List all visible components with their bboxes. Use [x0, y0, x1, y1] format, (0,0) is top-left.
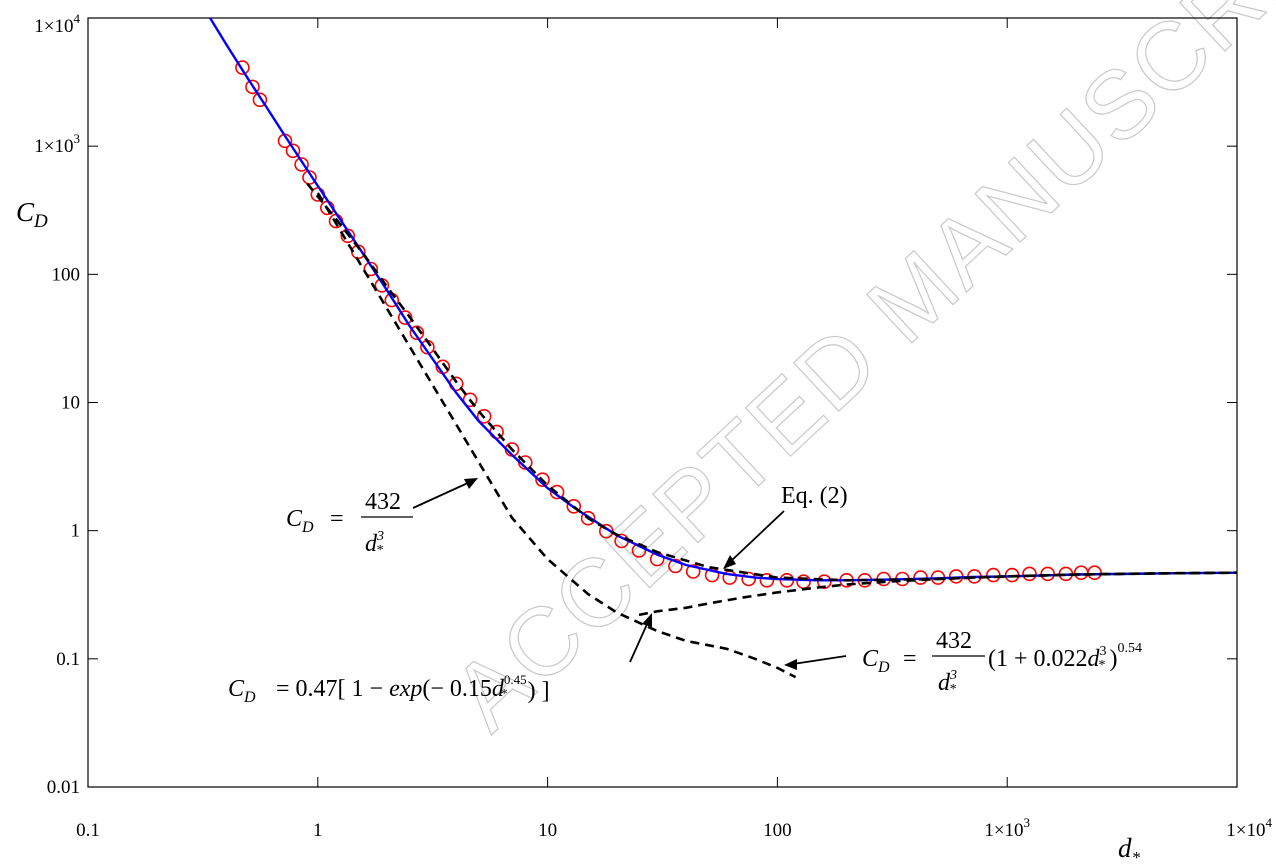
svg-text:CD: CD [286, 506, 314, 536]
annotation-arrow [629, 621, 649, 663]
data-point [985, 567, 1001, 583]
y-tick-label: 1×104 [34, 11, 80, 37]
data-point [1087, 565, 1102, 581]
data-marks [209, 18, 1237, 679]
data-point [685, 564, 701, 579]
y-tick-label: 0.1 [56, 649, 80, 670]
data-point [668, 558, 683, 574]
annotation-eq-simple: CD = 432 d3 * [286, 478, 478, 558]
svg-text:Eq. (2): Eq. (2) [781, 483, 848, 509]
x-tick-label: 10 [538, 820, 557, 841]
data-point [476, 408, 492, 424]
y-tick-label: 10 [61, 393, 80, 414]
data-point [759, 572, 775, 588]
annotation-arrow [792, 655, 847, 665]
x-tick-label: 0.1 [76, 820, 100, 841]
data-point [409, 325, 425, 341]
svg-text:CD: CD [862, 646, 890, 676]
data-point [363, 261, 379, 277]
tick-marks [87, 17, 1238, 788]
annotation-eq-full: CD = 432 d3 * (1 + 0.022d3 *)0.54 [784, 628, 1142, 697]
data-point [566, 498, 582, 514]
svg-text:432: 432 [365, 489, 401, 515]
watermark-text: ACCEPTED MANUSCRIPT [433, 0, 1276, 751]
annotation-eq-exp: CD = 0.47[ 1 − exp(− 0.15d0.45 *) ] [228, 613, 652, 706]
svg-text:(1 + 0.022d3*)0.54: (1 + 0.022d3 *)0.54 [988, 641, 1142, 673]
x-tick-label: 1×103 [984, 815, 1030, 841]
y-axis-title: CD [16, 197, 48, 232]
data-point [235, 60, 250, 75]
x-tick-label: 1×104 [1226, 815, 1272, 841]
data-point [741, 571, 757, 587]
svg-text:432: 432 [936, 628, 972, 654]
annotation-arrow [729, 510, 785, 563]
svg-text:=: = [330, 506, 344, 532]
data-point [285, 143, 301, 159]
svg-text:=: = [903, 646, 917, 672]
x-tick-label: 100 [763, 820, 792, 841]
y-tick-label: 1 [71, 521, 81, 542]
series-dashed-line [306, 182, 1237, 582]
data-point [580, 510, 596, 526]
data-point [1022, 566, 1037, 582]
y-tick-label: 0.01 [47, 777, 80, 798]
svg-text:CD: CD [228, 676, 256, 706]
data-point [1073, 565, 1089, 581]
annotation-arrow [412, 481, 471, 509]
y-tick-label: 1×103 [34, 131, 80, 157]
series-dashed-line [316, 192, 797, 679]
data-point [1040, 566, 1055, 582]
data-point [462, 392, 478, 408]
data-point [816, 574, 832, 590]
svg-text:d3*: d3 * [365, 529, 384, 558]
data-point [549, 484, 565, 500]
svg-text:= 0.47[ 1 − exp(− 0.15d0.45*): = 0.47[ 1 − exp(− 0.15d0.45 *) ] [276, 672, 550, 704]
svg-text:d3*: d3 * [938, 668, 957, 697]
data-point [397, 310, 413, 325]
x-axis-title: d* [1118, 833, 1141, 864]
data-point [535, 472, 550, 488]
tick-labels: 0.1 1 10 100 1×103 1×104 0.01 0.1 1 10 100 1×103 1×1… [34, 11, 1272, 841]
data-point [252, 92, 268, 108]
y-tick-label: 100 [52, 264, 81, 285]
annotation-eq-ref: Eq. (2) [723, 483, 848, 569]
data-point [245, 79, 260, 95]
data-point [302, 170, 317, 185]
data-point [294, 157, 309, 172]
x-tick-label: 1 [313, 820, 323, 841]
